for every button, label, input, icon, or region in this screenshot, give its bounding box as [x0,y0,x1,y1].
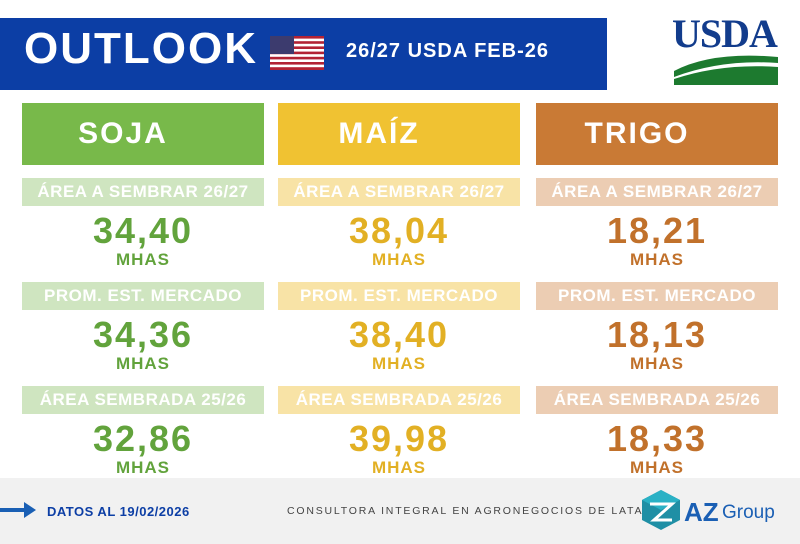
row-value: 32,86 [92,418,194,459]
brand-icon [642,490,680,530]
column-name: TRIGO [584,117,690,150]
row-value: 38,40 [348,314,450,355]
row-value: 18,21 [606,210,708,251]
flag [270,36,324,70]
row-unit: MHAS [371,354,427,373]
row-value: 18,13 [606,314,708,355]
row-unit: MHAS [371,458,427,477]
row-value: 18,33 [606,418,708,459]
column-name: MAÍZ [338,117,420,150]
usda-logo: USDA [672,10,782,85]
subtitle: 26/27 USDA FEB-26 [346,40,549,62]
row-value: 34,40 [92,210,194,251]
title: OUTLOOK [24,24,258,73]
row-unit: MHAS [115,458,171,477]
row-unit: MHAS [371,250,427,269]
row-label: ÁREA SEMBRADA 25/26 [22,386,264,414]
row-unit: MHAS [629,354,685,373]
brand-suffix: Group [722,502,775,523]
column-name: SOJA [78,117,168,150]
row-label: ÁREA A SEMBRAR 26/27 [278,178,520,206]
row-label: ÁREA A SEMBRAR 26/27 [536,178,778,206]
tagline: CONSULTORA INTEGRAL EN AGRONEGOCIOS DE L… [287,505,654,517]
row-value: 39,98 [348,418,450,459]
row-label: PROM. EST. MERCADO [536,282,778,310]
arrow [0,502,36,518]
row-unit: MHAS [629,458,685,477]
row-unit: MHAS [115,250,171,269]
row-label: ÁREA SEMBRADA 25/26 [536,386,778,414]
date: DATOS AL 19/02/2026 [47,504,190,519]
row-label: PROM. EST. MERCADO [278,282,520,310]
row-unit: MHAS [115,354,171,373]
row-label: ÁREA SEMBRADA 25/26 [278,386,520,414]
row-value: 34,36 [92,314,194,355]
column-header: SOJA [22,103,264,165]
logo-text: USDA [672,11,778,56]
logo-swoosh [674,55,778,85]
row-unit: MHAS [629,250,685,269]
column-header: MAÍZ [278,103,520,165]
column-header: TRIGO [536,103,778,165]
brand: AZ [684,497,719,527]
row-label: ÁREA A SEMBRAR 26/27 [22,178,264,206]
row-value: 38,04 [348,210,450,251]
row-label: PROM. EST. MERCADO [22,282,264,310]
